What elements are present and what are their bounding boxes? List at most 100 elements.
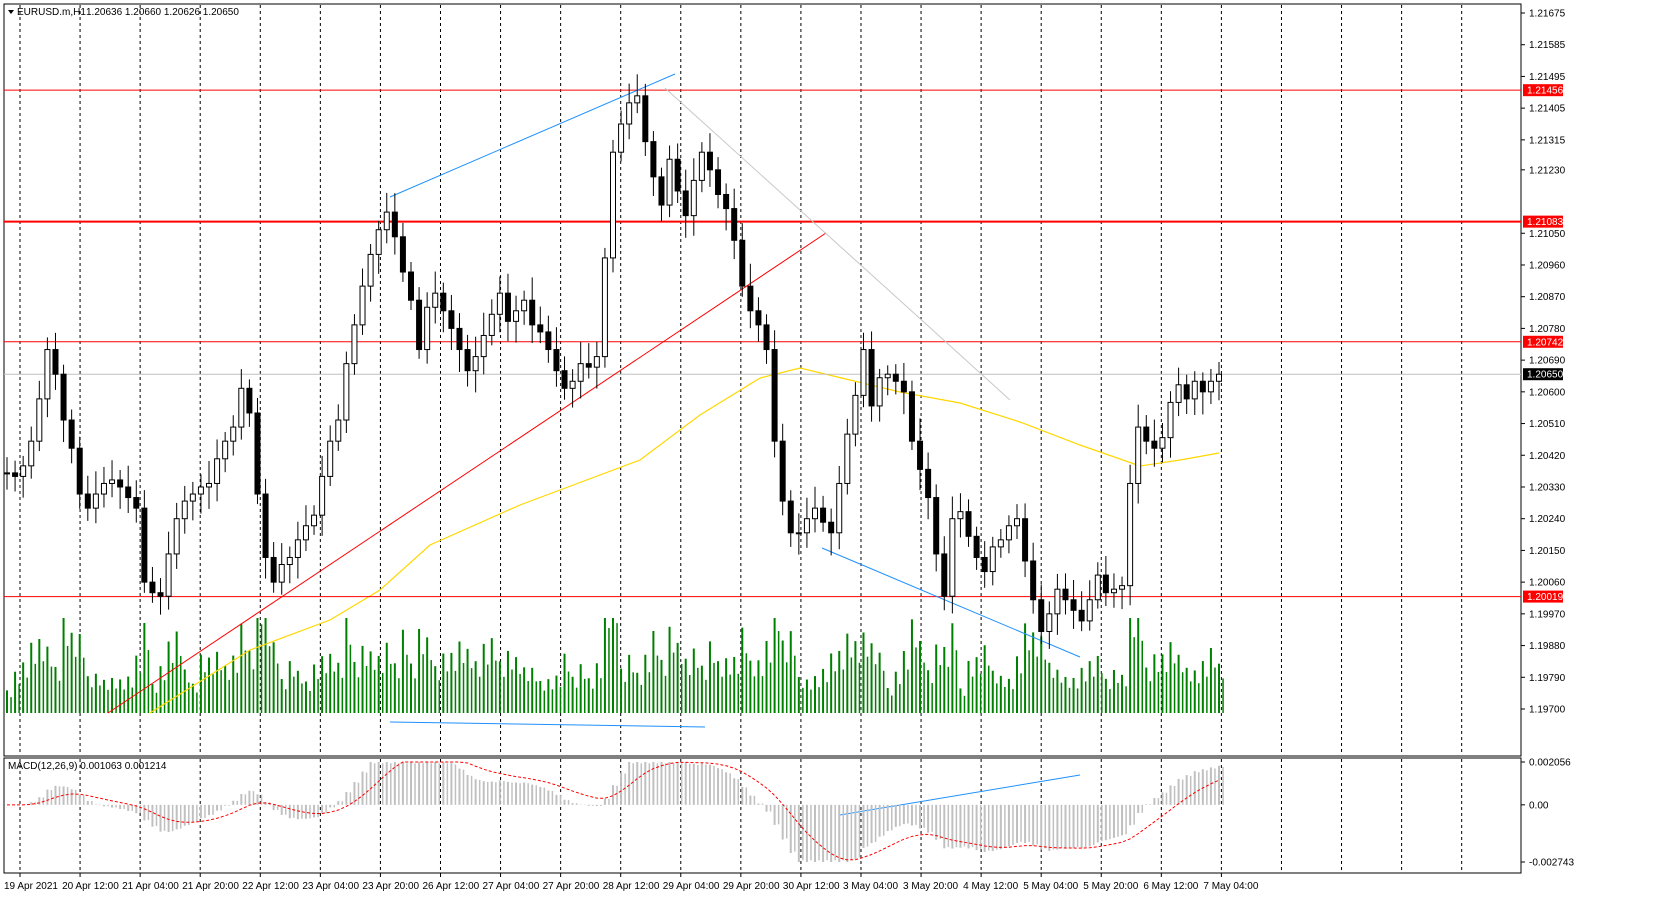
- candle-body: [521, 299, 528, 312]
- price-tag: [1523, 368, 1563, 381]
- price-axis-label: 1.21405: [1529, 104, 1566, 115]
- candle-body: [634, 95, 641, 104]
- time-axis-label: 3 May 04:00: [843, 881, 898, 892]
- candle-body: [1086, 599, 1093, 622]
- time-axis-label: 5 May 04:00: [1023, 881, 1078, 892]
- candle-body: [335, 419, 342, 442]
- price-tag: [1523, 84, 1563, 97]
- candle-body: [278, 564, 285, 583]
- time-axis-label: 26 Apr 12:00: [422, 881, 479, 892]
- candle-body: [876, 377, 883, 407]
- candle-body: [222, 440, 229, 460]
- price-axis-label: 1.19790: [1529, 673, 1566, 684]
- candle-body: [820, 507, 827, 523]
- candle-body: [456, 327, 463, 351]
- candle-body: [1054, 588, 1061, 615]
- candle-body: [698, 151, 705, 181]
- candle-body: [464, 349, 471, 372]
- candle-body: [125, 486, 132, 499]
- horizontal-levels[interactable]: [4, 89, 1521, 598]
- candle-body: [68, 419, 75, 449]
- time-axis-label: 23 Apr 20:00: [362, 881, 419, 892]
- price-axis-label: 1.20150: [1529, 546, 1566, 557]
- candle-body: [367, 253, 374, 287]
- candle-body: [359, 285, 366, 326]
- candle-body: [1207, 380, 1214, 393]
- candle-body: [836, 482, 843, 534]
- candle-body: [884, 373, 891, 379]
- time-axis-label: 19 Apr 2021: [4, 881, 58, 892]
- candle-body: [52, 349, 59, 375]
- price-axis-label: 1.20240: [1529, 514, 1566, 525]
- candle-body: [197, 486, 204, 495]
- candle-body: [1030, 560, 1037, 601]
- candle-body: [569, 380, 576, 389]
- candle-body: [399, 236, 406, 273]
- time-axis-label: 30 Apr 12:00: [783, 881, 840, 892]
- candle-body: [424, 306, 431, 351]
- main-chart-pane[interactable]: [3, 3, 1522, 757]
- candle-body: [957, 511, 964, 520]
- candle-body: [908, 391, 915, 442]
- candle-body: [1167, 401, 1174, 439]
- candle-body: [206, 482, 212, 488]
- macd-axis-label: -0.002743: [1529, 858, 1574, 869]
- candle-body: [76, 447, 83, 495]
- candle-body: [230, 426, 237, 442]
- candle-body: [933, 497, 940, 555]
- trend-line: [107, 232, 827, 714]
- candle-body: [1175, 384, 1182, 403]
- candle-body: [109, 479, 116, 484]
- time-axis-label: 22 Apr 12:00: [242, 881, 299, 892]
- price-axis: 1.21675 1.21585 1.21495 1.21405 1.21315 1.212…: [1521, 9, 1566, 716]
- candle-body: [214, 458, 221, 484]
- macd-pane[interactable]: [3, 757, 1522, 874]
- candle-body: [1151, 440, 1158, 449]
- candle-body: [448, 310, 455, 329]
- candle-body: [472, 356, 479, 372]
- candle-body: [149, 581, 156, 594]
- candle-body: [92, 493, 99, 509]
- candle-body: [20, 465, 27, 477]
- candle-body: [432, 292, 439, 308]
- time-axis-label: 6 May 12:00: [1143, 881, 1198, 892]
- price-axis-label: 1.21315: [1529, 135, 1566, 146]
- candle-body: [739, 239, 746, 287]
- candle-body: [133, 497, 140, 509]
- candle-body: [1005, 525, 1012, 541]
- macd-axis-label: 0.00: [1529, 800, 1549, 811]
- candle-body: [529, 299, 536, 326]
- trend-lines[interactable]: [107, 73, 1081, 816]
- time-axis-label: 21 Apr 20:00: [182, 881, 239, 892]
- price-axis-label: 1.20420: [1529, 451, 1566, 462]
- candle-body: [84, 493, 91, 509]
- symbol-dropdown-icon[interactable]: [8, 10, 14, 14]
- candle-body: [1014, 518, 1020, 527]
- candle-body: [723, 193, 730, 210]
- candle-body: [254, 412, 261, 495]
- candle-body: [1216, 373, 1222, 382]
- candle-body: [189, 493, 196, 502]
- time-axis-label: 27 Apr 20:00: [543, 881, 600, 892]
- candle-body: [1070, 599, 1077, 611]
- price-axis-label: 1.19880: [1529, 641, 1566, 652]
- candle-body: [610, 151, 616, 259]
- price-axis-label: 1.20600: [1529, 387, 1566, 398]
- price-axis-label: 1.21495: [1529, 72, 1566, 83]
- candle-body: [852, 394, 859, 435]
- candle-body: [238, 387, 245, 428]
- candle-body: [925, 468, 932, 499]
- candle-body: [302, 525, 309, 541]
- candle-body: [1022, 518, 1029, 562]
- candle-body: [666, 158, 673, 206]
- macd-indicator: 0.002056 0.00 -0.002743: [6, 758, 1574, 869]
- symbol-label: EURUSD.m,H1: [17, 7, 86, 18]
- candle-body: [294, 539, 301, 558]
- candle-body: [900, 380, 907, 393]
- candle-body: [1102, 574, 1109, 594]
- candle-body: [1199, 380, 1206, 393]
- candle-body: [1159, 437, 1166, 449]
- price-tag-label: 1.20650: [1527, 370, 1564, 381]
- candle-body: [173, 518, 180, 555]
